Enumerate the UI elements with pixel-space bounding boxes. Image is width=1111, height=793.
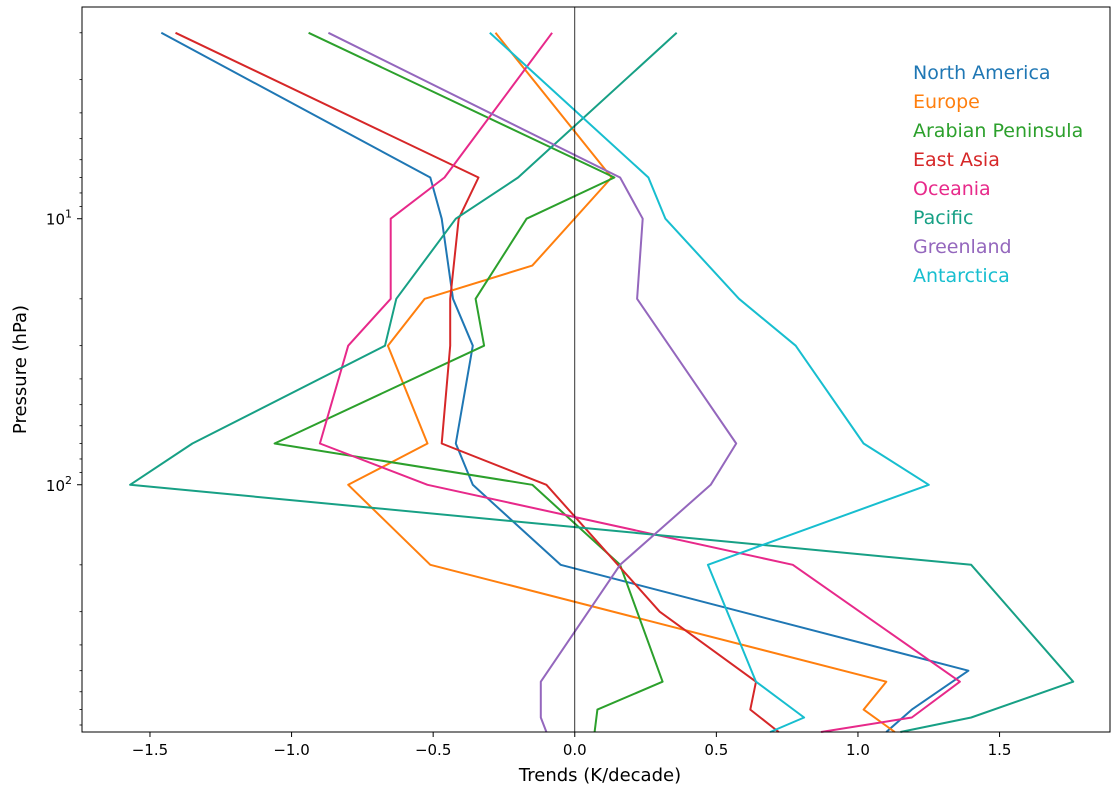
legend-entry: East Asia [913, 149, 1000, 171]
x-tick-label: 0.5 [704, 741, 728, 759]
series-line-0 [160, 31, 970, 733]
x-tick-label: 1.5 [988, 741, 1012, 759]
series-line-6 [327, 31, 738, 733]
y-tick-base: 10 [46, 477, 65, 495]
series-line-1 [347, 32, 896, 733]
x-tick-label: 0.0 [563, 741, 587, 759]
y-tick-base: 10 [46, 211, 65, 229]
series-line-4 [318, 32, 961, 733]
y-tick-label: 101 [46, 208, 72, 229]
x-axis-label: Trends (K/decade) [518, 765, 681, 786]
y-tick-exponent: 2 [65, 474, 72, 487]
series-line-2 [273, 31, 664, 733]
x-tick-label: −1.5 [132, 741, 168, 759]
y-axis-label: Pressure (hPa) [10, 305, 31, 434]
plot-area [82, 7, 1110, 732]
legend-entry: Europe [913, 91, 980, 113]
legend-entry: North America [913, 62, 1051, 84]
x-axis: −1.5 −1.0 −0.5 0.0 0.5 1.0 1.5 [132, 732, 1012, 759]
plot-frame [81, 6, 1111, 733]
series-line-3 [175, 31, 780, 733]
legend-entry: Antarctica [913, 265, 1010, 287]
legend-entry: Arabian Peninsula [913, 120, 1083, 142]
x-tick-label: 1.0 [846, 741, 870, 759]
y-tick-label: 102 [46, 474, 72, 495]
x-tick-label: −0.5 [415, 741, 451, 759]
legend-entry: Greenland [913, 236, 1012, 258]
y-tick-exponent: 1 [65, 208, 72, 221]
legend: North America Europe Arabian Peninsula East… [913, 62, 1083, 287]
series-layer [129, 31, 1075, 733]
x-tick-label: −1.0 [273, 741, 309, 759]
legend-entry: Pacific [913, 207, 973, 229]
series-line-5 [129, 32, 1075, 733]
legend-entry: Oceania [913, 178, 991, 200]
series-line-7 [489, 32, 930, 733]
